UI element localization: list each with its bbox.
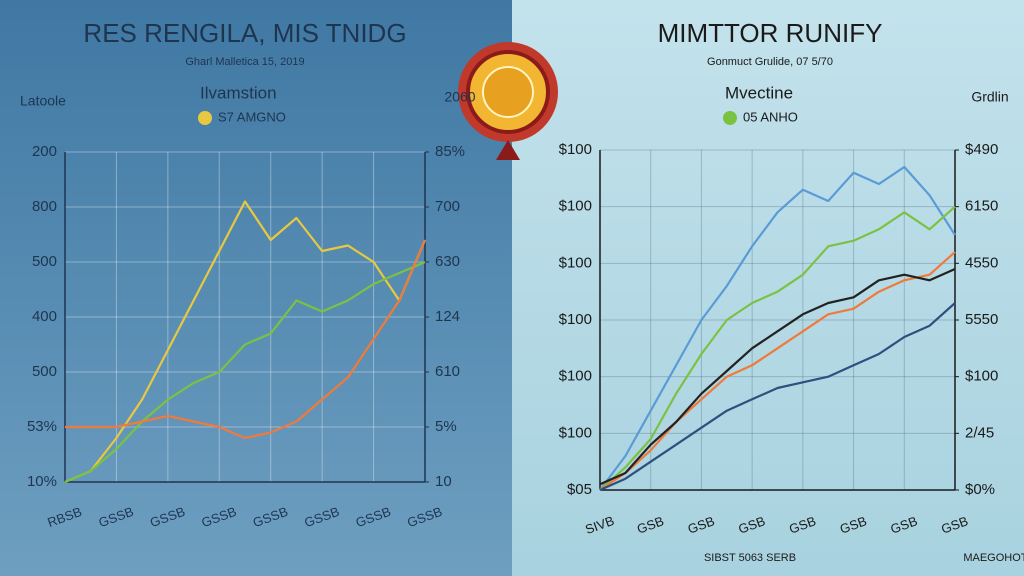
left-panel — [0, 0, 512, 576]
y2-tick-label: 10 — [435, 473, 452, 490]
y2-axis-label: 2060 — [444, 89, 475, 105]
series-line — [599, 267, 956, 486]
y2-tick-label: $490 — [965, 141, 998, 158]
y2-tick-label: $100 — [965, 368, 998, 385]
series-line — [65, 239, 427, 440]
legend-label: S7 AMGNO — [218, 109, 286, 124]
y2-tick-label: 5550 — [965, 311, 998, 328]
y-tick-label: $100 — [559, 141, 592, 158]
y2-tick-label: 2/45 — [965, 424, 994, 441]
y2-tick-label: 6150 — [965, 198, 998, 215]
series-line — [599, 251, 956, 491]
y-tick-label: 500 — [32, 253, 57, 270]
y2-tick-label: 700 — [435, 198, 460, 215]
y2-tick-label: $0% — [965, 481, 995, 498]
y-tick-label: 10% — [27, 473, 57, 490]
right-panel — [512, 0, 1024, 576]
series-line — [599, 302, 956, 492]
y-axis-label: Latoole — [20, 93, 66, 109]
chart-title: RES RENGILA, MIS TNIDG — [83, 18, 406, 48]
y-tick-label: $05 — [567, 481, 592, 498]
y2-tick-label: 124 — [435, 308, 460, 325]
chart-subtitle: Gharl Malletica 15, 2019 — [185, 56, 304, 68]
y-tick-label: 53% — [27, 418, 57, 435]
note: SIBST 5063 SERB — [704, 552, 796, 564]
y-tick-label: 800 — [32, 198, 57, 215]
legend-title: Mvectine — [725, 83, 793, 102]
y2-tick-label: 630 — [435, 253, 460, 270]
series-line — [599, 205, 956, 491]
y-tick-label: $100 — [559, 311, 592, 328]
y2-tick-label: 4550 — [965, 254, 998, 271]
y-tick-label: $100 — [559, 424, 592, 441]
chart-subtitle: Gonmuct Grulide, 07 5/70 — [707, 56, 833, 68]
y2-tick-label: 85% — [435, 143, 465, 160]
legend-swatch — [198, 111, 212, 125]
legend-swatch — [723, 111, 737, 125]
chart-title: MIMTTOR RUNIFY — [658, 18, 883, 48]
y-tick-label: $100 — [559, 198, 592, 215]
legend-title: Ilvamstion — [200, 83, 277, 102]
y2-tick-label: 610 — [435, 363, 460, 380]
legend-label: 05 ANHO — [743, 109, 798, 124]
y-tick-label: $100 — [559, 254, 592, 271]
badge — [458, 42, 558, 160]
y-tick-label: 400 — [32, 308, 57, 325]
y-tick-label: $100 — [559, 368, 592, 385]
series-line — [599, 165, 956, 491]
y2-axis-label: Grdlin — [971, 89, 1008, 105]
series-line — [64, 260, 426, 484]
note: MAEGOHOTLI — [963, 552, 1024, 564]
y-tick-label: 200 — [32, 143, 57, 160]
y2-tick-label: 5% — [435, 418, 457, 435]
y-tick-label: 500 — [32, 363, 57, 380]
